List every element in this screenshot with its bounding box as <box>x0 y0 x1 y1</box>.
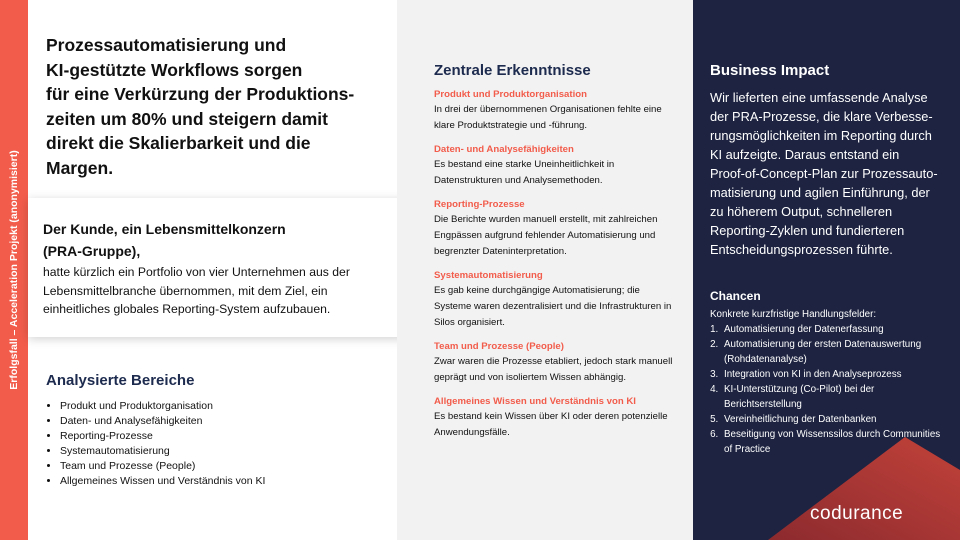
findings-section: Zentrale Erkenntnisse Produkt und Produk… <box>434 62 674 441</box>
finding-title: Daten- und Analysefähigkeiten <box>434 144 574 155</box>
headline-line: für eine Verkürzung der Produktions- <box>46 84 355 104</box>
finding-item: Systemautomatisierung Es gab keine durchg… <box>434 269 674 331</box>
bullet-item: Team und Prozesse (People) <box>60 459 386 474</box>
bullet-item: Reporting-Prozesse <box>60 429 386 444</box>
bullet-item: Daten- und Analysefähigkeiten <box>60 414 386 429</box>
chance-item: Beseitigung von Wissenssilos durch Commu… <box>721 427 945 457</box>
middle-panel <box>397 0 693 540</box>
finding-item: Team und Prozesse (People) Zwar waren die… <box>434 340 674 386</box>
chances-section: Chancen Konkrete kurzfristige Handlungsf… <box>710 289 945 457</box>
chance-item: KI-Unterstützung (Co-Pilot) bei der Beri… <box>721 382 945 412</box>
sidebar: Erfolgsfall – Acceleration Projekt (anon… <box>0 0 28 540</box>
client-text: hatte kürzlich ein Portfolio von vier Un… <box>43 265 350 316</box>
bullet-item: Allgemeines Wissen und Verständnis von K… <box>60 474 386 489</box>
finding-title: Reporting-Prozesse <box>434 199 525 210</box>
bullet-item: Systemautomatisierung <box>60 444 386 459</box>
finding-text: Es bestand eine starke Uneinheitlichkeit… <box>434 159 615 186</box>
chance-item: Integration von KI in den Analyseprozess <box>721 367 945 382</box>
finding-text: Die Berichte wurden manuell erstellt, mi… <box>434 214 658 257</box>
impact-line: Entscheidungsprozessen führte. <box>710 242 893 257</box>
impact-line: Wir lieferten eine umfassende Analyse <box>710 90 928 105</box>
finding-title: Produkt und Produktorganisation <box>434 89 587 100</box>
findings-list: Produkt und Produktorganisation In drei d… <box>434 88 674 441</box>
finding-text: Es bestand kein Wissen über KI oder dere… <box>434 411 668 438</box>
finding-text: Es gab keine durchgängige Automatisierun… <box>434 285 672 328</box>
analyzed-section: Analysierte Bereiche Produkt und Produkt… <box>46 372 386 489</box>
impact-line: rungsmöglichkeiten im Reporting durch <box>710 128 932 143</box>
finding-text: In drei der übernommenen Organisationen … <box>434 104 662 131</box>
impact-line: KI aufzeigte. Daraus entstand ein <box>710 147 900 162</box>
section-title: Business Impact <box>710 62 830 79</box>
decor-shape <box>768 437 960 540</box>
impact-line: zu höherem Output, schnelleren <box>710 204 893 219</box>
chance-item: Automatisierung der Datenerfassung <box>721 322 945 337</box>
sidebar-label: Erfolgsfall – Acceleration Projekt (anon… <box>8 150 20 390</box>
chance-item: Automatisierung der ersten Datenauswertu… <box>721 337 945 367</box>
finding-item: Daten- und Analysefähigkeiten Es bestand … <box>434 143 674 189</box>
client-title: Der Kunde, ein Lebensmittelkonzern <box>43 221 286 237</box>
finding-title: Team und Prozesse (People) <box>434 341 564 352</box>
right-panel <box>693 0 960 540</box>
bullet-item: Produkt und Produktorganisation <box>60 399 386 414</box>
numbered-list: Automatisierung der DatenerfassungAutoma… <box>710 322 945 457</box>
bullet-list: Produkt und ProduktorganisationDaten- un… <box>46 399 386 489</box>
client-card-content: Der Kunde, ein Lebensmittelkonzern (PRA-… <box>43 218 388 319</box>
headline-line: KI-gestützte Workflows sorgen <box>46 59 303 80</box>
headline-line: Margen. <box>46 157 114 178</box>
headline-line: direkt die Skalierbarkeit und die <box>46 133 311 153</box>
chance-item: Vereinheitlichung der Datenbanken <box>721 412 945 427</box>
logo: codurance <box>810 503 904 524</box>
headline: Prozessautomatisierung und KI-gestützte W… <box>46 33 354 180</box>
headline-line: Prozessautomatisierung und <box>46 35 287 55</box>
impact-text: Wir lieferten eine umfassende Analyse der… <box>710 88 950 259</box>
finding-item: Reporting-Prozesse Die Berichte wurden ma… <box>434 198 674 260</box>
impact-line: matisierung und agilen Einführung, der <box>710 185 930 200</box>
decor-triangle <box>768 437 960 540</box>
section-title: Chancen <box>710 289 761 303</box>
impact-line: Reporting-Zyklen und fundierteren <box>710 223 905 238</box>
client-subtitle: (PRA-Gruppe), <box>43 243 141 259</box>
finding-title: Allgemeines Wissen und Verständnis von K… <box>434 396 636 407</box>
finding-item: Allgemeines Wissen und Verständnis von K… <box>434 395 674 441</box>
finding-text: Zwar waren die Prozesse etabliert, jedoc… <box>434 356 673 383</box>
section-title: Zentrale Erkenntnisse <box>434 62 591 79</box>
impact-line: der PRA-Prozesse, die klare Verbesse- <box>710 109 933 124</box>
headline-line: zeiten um 80% und steigern damit <box>46 108 328 129</box>
finding-title: Systemautomatisierung <box>434 270 543 281</box>
section-title: Analysierte Bereiche <box>46 372 195 389</box>
client-card: Der Kunde, ein Lebensmittelkonzern (PRA-… <box>28 198 413 337</box>
impact-line: Proof-of-Concept-Plan zur Prozessauto- <box>710 166 938 181</box>
chances-intro: Konkrete kurzfristige Handlungsfelder: <box>710 309 877 320</box>
finding-item: Produkt und Produktorganisation In drei d… <box>434 88 674 134</box>
impact-section: Business Impact Wir lieferten eine umfas… <box>710 62 950 259</box>
